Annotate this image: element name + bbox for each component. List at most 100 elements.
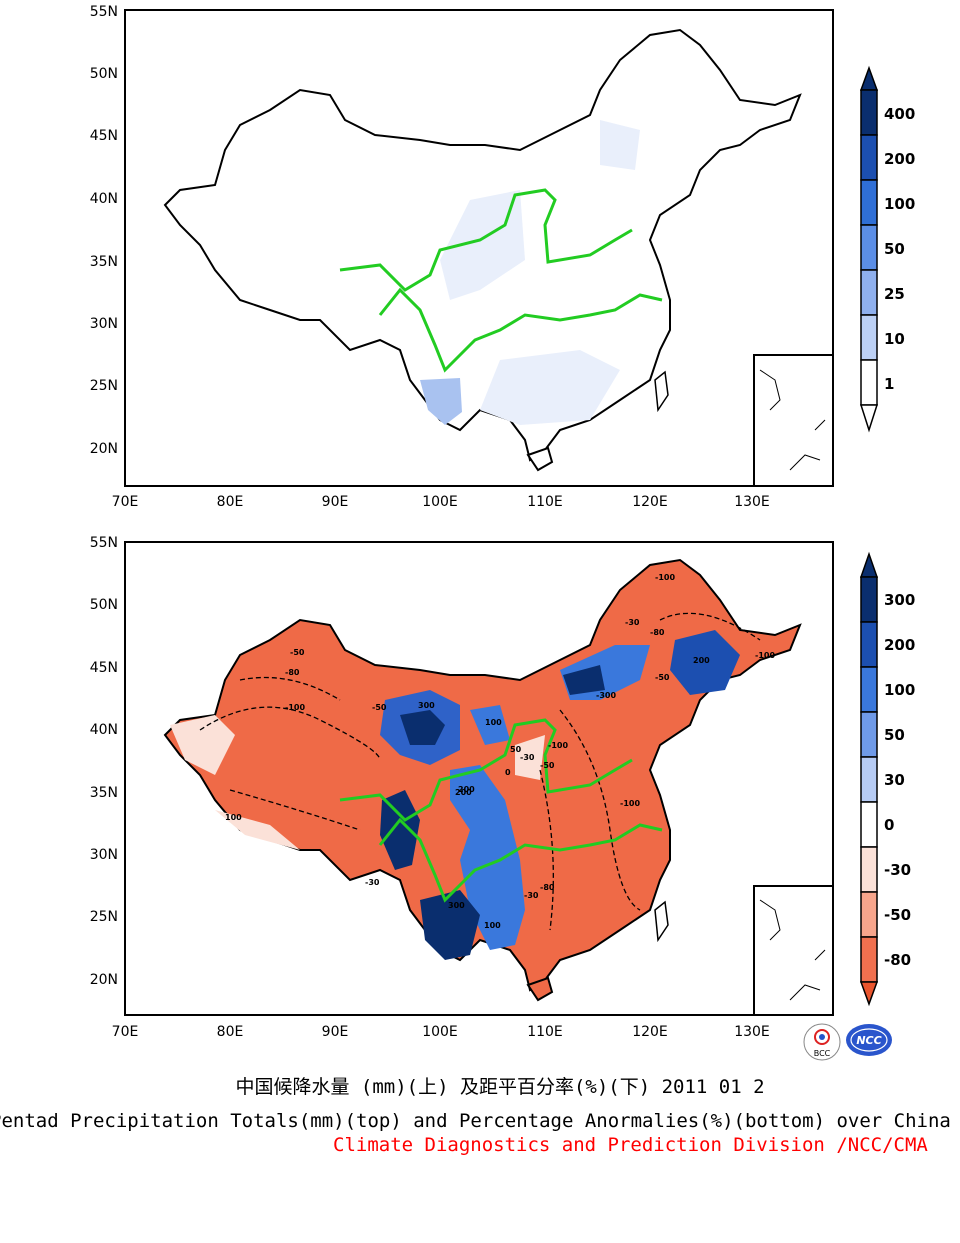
top-cbar-label-1: 1 xyxy=(884,375,894,393)
bottom-cbar-label-neg50: -50 xyxy=(884,906,911,924)
top-inset-coast xyxy=(759,369,826,471)
bottom-map-panel: -100 -30 -50 -80 -100 300 200 100 50 0 -… xyxy=(90,535,916,1040)
top-lat-40: 40N xyxy=(90,191,118,207)
contour-label: -30 xyxy=(524,891,539,900)
contour-label: -100 xyxy=(620,799,640,808)
bottom-contour-labels: -100 -30 -50 -80 -100 300 200 100 50 0 -… xyxy=(225,573,775,930)
top-lat-20: 20N xyxy=(90,441,118,457)
caption-english: Pentad Precipitation Totals(mm)(top) and… xyxy=(0,1110,951,1132)
bottom-lat-25: 25N xyxy=(90,909,118,925)
bottom-positive-anomaly-qaidam-core xyxy=(400,710,445,745)
contour-label: -50 xyxy=(540,761,555,770)
bottom-lon-70: 70E xyxy=(112,1024,139,1040)
contour-label: -80 xyxy=(540,883,555,892)
contour-label: -100 xyxy=(285,703,305,712)
top-colorbar-arrow-top xyxy=(859,65,879,91)
bottom-lon-80: 80E xyxy=(217,1024,244,1040)
contour-label: -50 xyxy=(290,648,305,657)
contour-label: -300 xyxy=(596,691,616,700)
bottom-cbar-label-50: 50 xyxy=(884,726,905,744)
top-cbar-label-10: 10 xyxy=(884,330,905,348)
contour-label: 100 xyxy=(225,813,242,822)
top-lat-labels: 55N 50N 45N 40N 35N 30N 25N 20N xyxy=(90,4,118,457)
bottom-lat-20: 20N xyxy=(90,972,118,988)
bottom-cbar-label-neg30: -30 xyxy=(884,861,911,879)
top-light-precip-center xyxy=(440,190,525,300)
top-colorbar-bin-0 xyxy=(860,89,878,136)
caption-chinese: 中国候降水量 (mm)(上) 及距平百分率(%)(下) 2011 01 2 xyxy=(235,1076,765,1098)
bottom-lat-35: 35N xyxy=(90,785,118,801)
contour-label: -50 xyxy=(372,703,387,712)
top-yangtze-river xyxy=(378,287,663,373)
bottom-cbar-label-30: 30 xyxy=(884,771,905,789)
top-lon-80: 80E xyxy=(217,494,244,510)
bottom-lat-labels: 55N 50N 45N 40N 35N 30N 25N 20N xyxy=(90,535,118,988)
top-hainan-island xyxy=(526,446,554,472)
bottom-pale-west xyxy=(170,715,235,775)
bottom-positive-anomaly-gansu xyxy=(470,705,510,745)
bottom-lon-labels: 70E 80E 90E 100E 110E 120E 130E xyxy=(112,1024,770,1040)
bottom-lon-110: 110E xyxy=(527,1024,563,1040)
contour-label: 300 xyxy=(418,701,435,710)
top-lon-labels: 70E 80E 90E 100E 110E 120E 130E xyxy=(112,494,770,510)
bottom-colorbar-bin-4 xyxy=(860,756,878,803)
top-moderate-precip-yunnan xyxy=(420,378,462,425)
top-colorbar-arrow-bottom xyxy=(859,404,879,433)
contour-label: 50 xyxy=(510,745,522,754)
top-colorbar-bin-1 xyxy=(860,134,878,181)
bottom-lat-30: 30N xyxy=(90,847,118,863)
contour-label: -30 xyxy=(625,618,640,627)
top-cbar-label-25: 25 xyxy=(884,285,905,303)
top-lat-25: 25N xyxy=(90,378,118,394)
bottom-colorbar-bin-3 xyxy=(860,711,878,758)
bottom-yangtze-river xyxy=(378,817,663,903)
top-lat-50: 50N xyxy=(90,66,118,82)
contour-label: -100 xyxy=(548,741,568,750)
bottom-colorbar-bin-7 xyxy=(860,891,878,938)
bottom-cbar-label-200: 200 xyxy=(884,636,915,654)
top-lat-30: 30N xyxy=(90,316,118,332)
contour-label: 100 xyxy=(484,921,501,930)
top-colorbar-bin-3 xyxy=(860,224,878,271)
top-lon-70: 70E xyxy=(112,494,139,510)
bottom-cbar-label-300: 300 xyxy=(884,591,915,609)
contour-label: 300 xyxy=(448,901,465,910)
contour-label: -100 xyxy=(755,651,775,660)
bottom-cbar-label-0: 0 xyxy=(884,816,894,834)
top-light-precip-south xyxy=(480,350,620,425)
bottom-colorbar-bin-8 xyxy=(860,936,878,983)
top-lat-35: 35N xyxy=(90,254,118,270)
contour-label: -100 xyxy=(655,573,675,582)
bottom-hainan-island xyxy=(526,976,554,1002)
bottom-colorbar-bin-6 xyxy=(860,846,878,893)
top-colorbar-bin-5 xyxy=(860,314,878,361)
bottom-lat-55: 55N xyxy=(90,535,118,551)
contour-label: -30 xyxy=(520,753,535,762)
contour-label: 0 xyxy=(505,768,511,777)
top-taiwan-island xyxy=(654,370,669,413)
bottom-lat-45: 45N xyxy=(90,660,118,676)
top-lon-130: 130E xyxy=(734,494,770,510)
top-lat-55: 55N xyxy=(90,4,118,20)
bottom-colorbar-bin-1 xyxy=(860,621,878,668)
bottom-taiwan-island xyxy=(654,900,669,943)
top-cbar-label-200: 200 xyxy=(884,150,915,168)
bottom-colorbar: 300 200 100 50 30 0 -30 -50 -80 xyxy=(859,551,915,1007)
top-light-precip-north xyxy=(600,120,640,170)
bottom-yellow-river xyxy=(339,718,633,822)
ncc-logo-text: NCC xyxy=(856,1034,881,1047)
bottom-lon-120: 120E xyxy=(632,1024,668,1040)
ncc-logo: NCC xyxy=(846,1024,892,1056)
bottom-lon-130: 130E xyxy=(734,1024,770,1040)
contour-label: -50 xyxy=(655,673,670,682)
top-lon-110: 110E xyxy=(527,494,563,510)
contour-label: 200 xyxy=(693,656,710,665)
top-lon-90: 90E xyxy=(322,494,349,510)
top-map-panel: 55N 50N 45N 40N 35N 30N 25N 20N 70E 80E … xyxy=(90,4,916,510)
top-yellow-river xyxy=(339,188,633,292)
top-lon-120: 120E xyxy=(632,494,668,510)
contour-label: -30 xyxy=(365,878,380,887)
bottom-positive-anomaly-yunnan xyxy=(420,890,480,960)
bottom-cbar-label-neg80: -80 xyxy=(884,951,911,969)
bcc-logo: BCC xyxy=(803,1023,841,1061)
